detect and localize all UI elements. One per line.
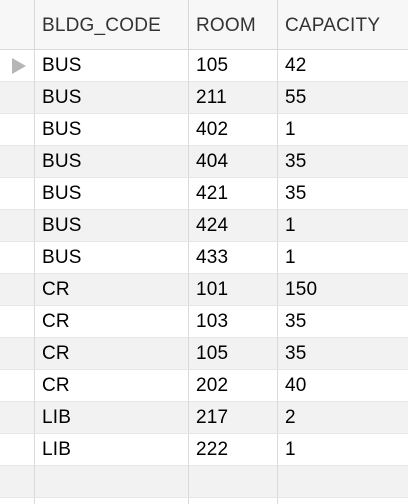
column-header-bldg-code[interactable]: BLDG_CODE <box>35 0 189 49</box>
cell-room[interactable]: 211 <box>189 82 278 113</box>
cell-capacity[interactable]: 1 <box>285 118 296 140</box>
cell-room[interactable]: 217 <box>189 402 278 433</box>
table-row[interactable]: CR 105 35 <box>0 338 408 370</box>
triangle-right-icon <box>12 57 26 74</box>
row-selector[interactable] <box>0 434 35 465</box>
cell-capacity[interactable]: 55 <box>285 86 307 108</box>
cell-bldg-code[interactable]: CR <box>35 370 189 401</box>
table-row[interactable]: LIB 217 2 <box>0 402 408 434</box>
cell-room[interactable]: 222 <box>189 434 278 465</box>
cell-room[interactable]: 105 <box>189 50 278 81</box>
cell-bldg-code[interactable]: BUS <box>35 178 189 209</box>
cell-bldg-code[interactable]: LIB <box>35 402 189 433</box>
column-header-room[interactable]: ROOM <box>189 0 278 49</box>
cell-room[interactable]: 433 <box>189 242 278 273</box>
table-row[interactable]: BUS 105 42 <box>0 50 408 82</box>
cell-capacity[interactable]: 35 <box>285 182 307 204</box>
table-row[interactable]: BUS 402 1 <box>0 114 408 146</box>
grid-header-row: BLDG_CODE ROOM CAPACITY <box>0 0 408 50</box>
cell-bldg-code[interactable]: LIB <box>35 434 189 465</box>
cell-capacity[interactable]: 1 <box>285 438 296 460</box>
row-selector[interactable] <box>0 338 35 369</box>
cell-capacity[interactable]: 150 <box>285 278 318 300</box>
table-row[interactable]: CR 103 35 <box>0 306 408 338</box>
row-selector[interactable] <box>0 210 35 241</box>
row-selector[interactable] <box>0 178 35 209</box>
row-selector[interactable] <box>0 50 35 81</box>
row-selector[interactable] <box>0 82 35 113</box>
row-selector[interactable] <box>0 306 35 337</box>
row-selector[interactable] <box>0 146 35 177</box>
table-row[interactable]: CR 101 150 <box>0 274 408 306</box>
cell-bldg-code[interactable]: BUS <box>35 114 189 145</box>
cell-capacity[interactable]: 2 <box>285 406 296 428</box>
cell-room[interactable]: 202 <box>189 370 278 401</box>
table-row[interactable]: BUS 211 55 <box>0 82 408 114</box>
row-selector[interactable] <box>0 274 35 305</box>
table-row[interactable]: CR 202 40 <box>0 370 408 402</box>
row-selector-header[interactable] <box>0 0 35 49</box>
cell-capacity[interactable]: 1 <box>285 214 296 236</box>
cell-capacity[interactable]: 1 <box>285 246 296 268</box>
table-row[interactable]: BUS 404 35 <box>0 146 408 178</box>
cell-capacity[interactable]: 35 <box>285 310 307 332</box>
row-selector[interactable] <box>0 242 35 273</box>
cell-capacity[interactable]: 35 <box>285 342 307 364</box>
table-row[interactable]: BUS 424 1 <box>0 210 408 242</box>
row-selector[interactable] <box>0 370 35 401</box>
cell-capacity[interactable]: 40 <box>285 374 307 396</box>
empty-row <box>0 466 408 498</box>
cell-bldg-code[interactable]: CR <box>35 338 189 369</box>
cell-capacity[interactable]: 42 <box>285 54 307 76</box>
cell-bldg-code[interactable]: BUS <box>35 146 189 177</box>
table-row[interactable]: LIB 222 1 <box>0 434 408 466</box>
cell-bldg-code[interactable]: BUS <box>35 50 189 81</box>
cell-bldg-code[interactable]: BUS <box>35 242 189 273</box>
row-selector[interactable] <box>0 402 35 433</box>
cell-room[interactable]: 404 <box>189 146 278 177</box>
row-selector[interactable] <box>0 114 35 145</box>
table-row[interactable]: BUS 421 35 <box>0 178 408 210</box>
cell-room[interactable]: 103 <box>189 306 278 337</box>
cell-bldg-code[interactable]: BUS <box>35 210 189 241</box>
empty-row <box>0 498 408 504</box>
cell-room[interactable]: 424 <box>189 210 278 241</box>
cell-room[interactable]: 101 <box>189 274 278 305</box>
column-header-capacity[interactable]: CAPACITY <box>285 14 381 36</box>
cell-room[interactable]: 421 <box>189 178 278 209</box>
cell-bldg-code[interactable]: BUS <box>35 82 189 113</box>
cell-room[interactable]: 105 <box>189 338 278 369</box>
cell-capacity[interactable]: 35 <box>285 150 307 172</box>
cell-room[interactable]: 402 <box>189 114 278 145</box>
cell-bldg-code[interactable]: CR <box>35 274 189 305</box>
cell-bldg-code[interactable]: CR <box>35 306 189 337</box>
table-row[interactable]: BUS 433 1 <box>0 242 408 274</box>
